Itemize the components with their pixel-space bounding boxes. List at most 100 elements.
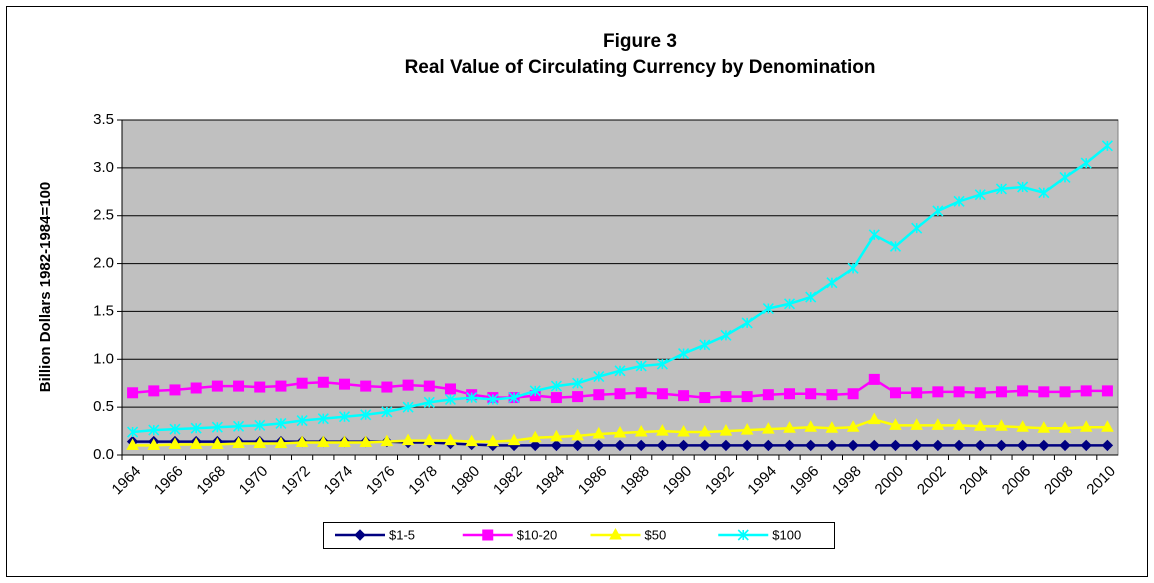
marker	[720, 439, 732, 452]
marker	[635, 387, 647, 399]
plot-area	[121, 119, 1119, 456]
y-tick-label: 0.5	[93, 398, 114, 415]
y-tick-label: 1.0	[93, 350, 114, 367]
marker	[889, 240, 902, 252]
marker	[211, 421, 223, 433]
legend-label: $100	[772, 527, 801, 542]
marker	[422, 433, 436, 446]
marker	[805, 291, 817, 303]
marker	[528, 430, 542, 443]
marker	[339, 378, 351, 390]
marker	[275, 380, 287, 392]
marker	[805, 439, 817, 452]
marker	[783, 298, 796, 310]
marker	[529, 385, 541, 397]
marker	[466, 392, 478, 404]
marker	[571, 439, 584, 452]
marker	[974, 189, 986, 201]
marker	[1016, 420, 1029, 432]
marker	[380, 434, 394, 447]
y-tick-label: 2.0	[93, 255, 114, 272]
marker	[148, 385, 160, 397]
marker	[444, 393, 457, 406]
marker	[699, 392, 711, 404]
marker	[232, 436, 245, 449]
marker	[593, 370, 605, 383]
marker	[613, 425, 627, 438]
marker	[338, 411, 351, 423]
marker	[487, 393, 499, 406]
marker	[232, 420, 245, 432]
marker	[233, 380, 245, 392]
y-tick-label: 1.5	[93, 302, 114, 319]
marker	[401, 433, 415, 446]
marker	[1059, 386, 1071, 398]
marker	[1101, 439, 1114, 452]
marker	[507, 433, 521, 446]
marker	[444, 383, 456, 395]
marker	[741, 391, 753, 403]
marker	[296, 414, 308, 427]
marker	[698, 424, 712, 437]
marker	[190, 382, 202, 394]
marker	[593, 389, 605, 401]
legend-marker	[354, 529, 366, 541]
marker	[1101, 140, 1113, 152]
marker	[953, 439, 965, 452]
marker	[868, 373, 880, 385]
marker	[1038, 187, 1050, 199]
marker	[932, 205, 944, 217]
marker	[699, 339, 711, 351]
marker	[804, 420, 818, 432]
marker	[973, 419, 987, 431]
marker	[360, 380, 372, 392]
marker	[381, 381, 393, 393]
marker	[762, 389, 774, 401]
marker	[359, 435, 373, 448]
legend-label: $50	[645, 527, 667, 542]
marker	[550, 392, 562, 404]
marker	[317, 413, 329, 425]
marker	[1080, 385, 1092, 397]
marker	[169, 384, 181, 396]
marker	[995, 439, 1008, 452]
marker	[354, 529, 366, 541]
marker	[889, 418, 902, 430]
marker	[465, 434, 479, 447]
marker	[593, 439, 605, 452]
marker	[190, 422, 202, 434]
marker	[296, 377, 308, 389]
marker	[1038, 386, 1050, 398]
marker	[1017, 181, 1029, 193]
marker	[931, 418, 945, 430]
legend-label: $1-5	[389, 527, 415, 542]
marker	[127, 426, 139, 438]
marker	[381, 406, 393, 418]
marker	[275, 417, 287, 429]
marker	[1079, 420, 1093, 432]
marker	[720, 329, 732, 341]
legend-label: $10-20	[517, 527, 557, 542]
marker	[614, 388, 626, 400]
marker	[126, 438, 139, 450]
marker	[719, 424, 733, 436]
marker	[656, 388, 668, 400]
marker	[826, 389, 838, 401]
marker	[211, 437, 224, 449]
marker	[572, 391, 584, 403]
marker	[1101, 385, 1113, 397]
marker	[1038, 439, 1050, 452]
marker	[741, 439, 753, 452]
marker	[737, 529, 749, 541]
y-tick-label: 2.5	[93, 207, 114, 224]
marker	[295, 435, 309, 448]
marker	[1080, 439, 1092, 452]
marker	[402, 379, 414, 391]
marker	[635, 439, 647, 452]
marker	[168, 437, 182, 449]
marker	[254, 381, 266, 393]
marker	[678, 390, 690, 402]
legend-marker	[609, 527, 622, 540]
marker	[910, 418, 924, 430]
marker	[508, 392, 520, 404]
